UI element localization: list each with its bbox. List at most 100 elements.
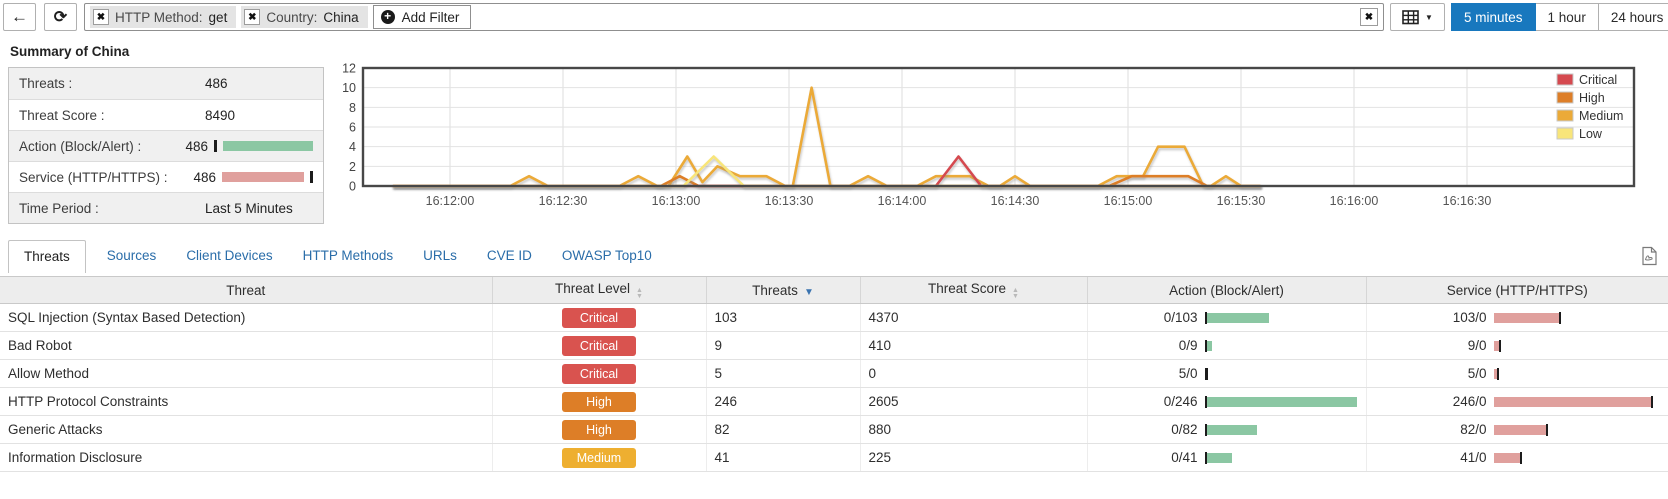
action-cell: 5/0 [1086,359,1366,388]
x-tick-label: 16:13:30 [765,194,814,208]
tab-owasp-top10[interactable]: OWASP Top10 [561,248,652,263]
http-bar [1493,424,1546,435]
add-filter-button[interactable]: + Add Filter [372,5,472,29]
summary-row: Threat Score : 8490 [9,99,323,130]
table-header: Threat Threat Level ▲ ▼ Threats ▼ Threat Score… [0,276,1668,304]
http-bar [222,172,304,182]
filter-tag[interactable]: ✖ Country: China [241,6,368,28]
https-bar [1519,451,1522,464]
service-cell: 9/0 [1365,331,1668,360]
plus-icon: + [380,10,395,24]
http-bar [1493,368,1497,379]
summary-row: Threats : 486 [9,68,323,99]
summary-row-value: 8490 [205,107,236,123]
table-row[interactable]: Information Disclosure Medium 41 225 0/41 41/… [0,443,1668,472]
service-value: 82/0 [1460,422,1487,437]
back-button[interactable]: ← [3,3,36,31]
threat-name-cell: Generic Attacks [0,415,492,444]
clear-filters-button[interactable]: ✖ [1360,8,1378,26]
threat-level-cell: Medium [491,443,706,472]
filter-tag[interactable]: ✖ HTTP Method: get [90,6,237,28]
legend-swatch-critical [1556,73,1574,86]
remove-filter-icon[interactable]: ✖ [244,9,261,25]
column-header[interactable]: Threats ▼ [705,276,860,304]
http-bar [1493,396,1651,407]
block-bar [1204,311,1207,324]
column-header[interactable]: Threat Level ▲ ▼ [491,276,706,304]
tab-bar: Threats Sources Client Devices HTTP Methods… [8,240,667,273]
tab-threats[interactable]: Threats [8,240,86,273]
threats-count-cell: 9 [705,331,860,360]
filter-value: get [208,9,228,25]
x-tick-label: 16:15:00 [1104,194,1153,208]
action-value: 0/246 [1163,394,1198,409]
summary-row-label: Time Period : [19,200,99,216]
threat-level-badge: High [562,391,636,412]
table-row[interactable]: Bad Robot Critical 9 410 0/9 9/0 [0,331,1668,360]
y-tick-label: 2 [349,160,356,174]
tab-sources[interactable]: Sources [106,248,157,263]
x-tick-label: 16:16:30 [1443,194,1492,208]
threat-level-cell: Critical [491,359,706,388]
alert-bar [223,141,313,151]
https-bar [1559,311,1562,324]
time-range-button[interactable]: 1 hour [1534,3,1599,31]
remove-filter-icon[interactable]: ✖ [93,9,109,25]
alert-bar [1206,340,1212,351]
summary-row: Action (Block/Alert) : 486 [9,130,323,161]
tab-cve-id[interactable]: CVE ID [486,248,532,263]
sort-icon[interactable]: ▲ ▼ [636,287,643,300]
threat-score-cell: 0 [859,359,1087,388]
threats-table: Threat Threat Level ▲ ▼ Threats ▼ Threat Score… [0,276,1668,472]
summary-row-label: Threat Score : [19,107,105,123]
column-header: Threat [0,276,492,304]
table-row[interactable]: Allow Method Critical 5 0 5/0 5/0 [0,359,1668,388]
http-bar [1493,340,1500,351]
service-cell: 41/0 [1365,443,1668,472]
x-tick-label: 16:16:00 [1330,194,1379,208]
summary-row: Service (HTTP/HTTPS) : 486 [9,161,323,192]
service-cell: 82/0 [1365,415,1668,444]
refresh-button[interactable]: ⟳ [44,3,77,31]
service-cell: 103/0 [1365,303,1668,332]
time-range-button[interactable]: 24 hours [1597,3,1668,31]
summary-row: Time Period : Last 5 Minutes [9,192,323,223]
threat-score-cell: 225 [859,443,1087,472]
summary-row-value: 486 [205,76,228,91]
column-header[interactable]: Threat Score ▲ ▼ [859,276,1087,304]
service-value: 103/0 [1452,310,1487,325]
pdf-export-icon[interactable] [1641,246,1658,269]
service-value: 246/0 [1452,394,1487,409]
table-body: SQL Injection (Syntax Based Detection) Cr… [0,303,1668,472]
threat-level-cell: High [491,387,706,416]
https-bar [310,171,313,183]
action-value: 0/9 [1178,338,1198,353]
threat-score-cell: 410 [859,331,1087,360]
tab-http-methods[interactable]: HTTP Methods [302,248,394,263]
chevron-down-icon: ▼ [1425,12,1433,22]
column-header: Action (Block/Alert) [1086,276,1366,304]
time-range-button[interactable]: 5 minutes [1451,3,1536,31]
legend-label: High [1579,91,1605,105]
threats-count-cell: 5 [705,359,860,388]
tab-urls[interactable]: URLs [423,248,457,263]
column-header: Service (HTTP/HTTPS) [1365,276,1668,304]
legend-swatch-medium [1556,109,1574,122]
https-bar [1650,395,1653,408]
block-bar [214,140,217,152]
sort-icon[interactable]: ▲ ▼ [1012,287,1019,300]
filter-bar[interactable]: ✖ HTTP Method: get ✖ Country: China + Add Fil… [84,3,1384,31]
threat-score-cell: 4370 [859,303,1087,332]
tab-client-devices[interactable]: Client Devices [186,248,273,263]
table-row[interactable]: SQL Injection (Syntax Based Detection) Cr… [0,303,1668,332]
legend-label: Low [1579,127,1603,141]
https-bar [1545,423,1548,436]
table-row[interactable]: HTTP Protocol Constraints High 246 2605 0/24… [0,387,1668,416]
table-row[interactable]: Generic Attacks High 82 880 0/82 82/0 [0,415,1668,444]
time-range-group: 5 minutes 1 hour 24 hours [1451,3,1668,31]
threat-score-cell: 2605 [859,387,1087,416]
action-cell: 0/103 [1086,303,1366,332]
table-view-dropdown-button[interactable]: ▼ [1390,3,1445,31]
threats-count-cell: 246 [705,387,860,416]
sort-desc-icon[interactable]: ▼ [803,286,814,298]
